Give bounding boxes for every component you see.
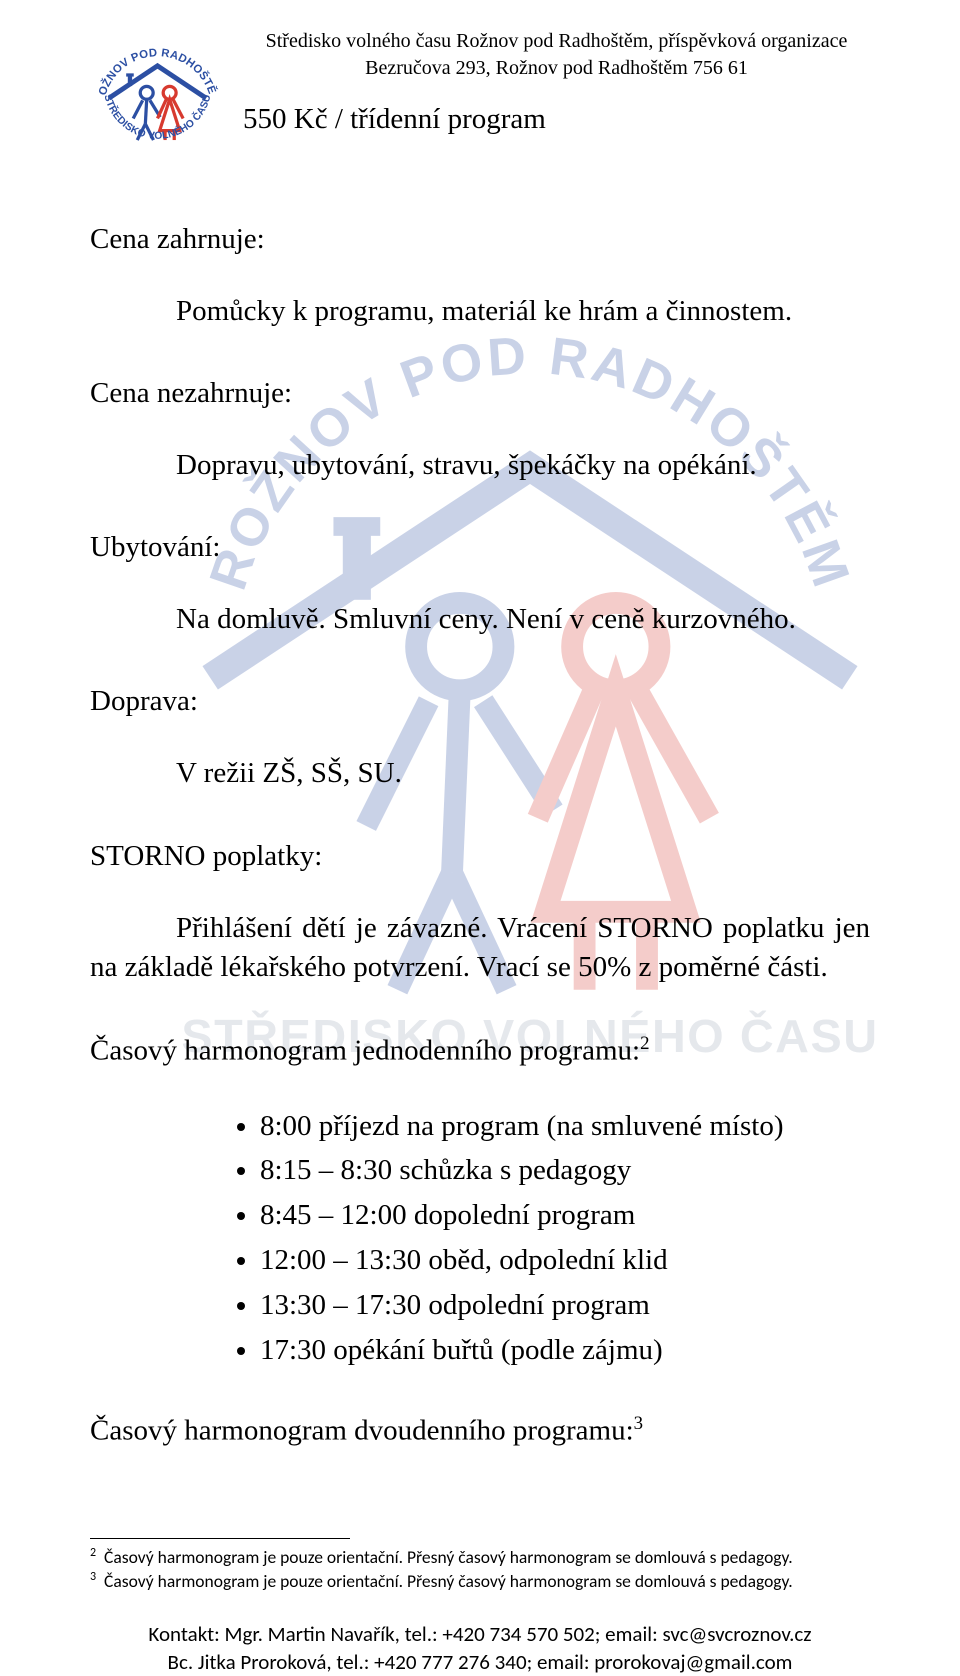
fn3-text: Časový harmonogram je pouze orientační. … bbox=[100, 1570, 793, 1592]
zahrnuje-label: Cena zahrnuje: bbox=[90, 223, 870, 256]
contact-line1: Kontakt: Mgr. Martin Navařík, tel.: +420… bbox=[90, 1620, 870, 1648]
fn2-num: 2 bbox=[90, 1546, 96, 1560]
list-item: 8:00 příjezd na program (na smluvené mís… bbox=[260, 1104, 870, 1149]
header-text: Středisko volného času Rožnov pod Radhoš… bbox=[243, 28, 870, 139]
contact-line2: Bc. Jitka Proroková, tel.: +420 777 276 … bbox=[90, 1648, 870, 1676]
contact-block: Kontakt: Mgr. Martin Navařík, tel.: +420… bbox=[90, 1620, 870, 1676]
schedule2-heading-text: Časový harmonogram dvoudenního programu: bbox=[90, 1415, 634, 1447]
storno-label: STORNO poplatky: bbox=[90, 840, 870, 873]
svg-text:ROŽNOV POD RADHOŠTĚM: ROŽNOV POD RADHOŠTĚM bbox=[90, 28, 219, 97]
list-item: 17:30 opékání buřtů (podle zájmu) bbox=[260, 1328, 870, 1373]
price-line: 550 Kč / třídenní program bbox=[243, 100, 870, 139]
doprava-text: V režii ZŠ, SŠ, SU. bbox=[90, 754, 870, 793]
schedule1-heading-text: Časový harmonogram jednodenního programu… bbox=[90, 1035, 640, 1067]
schedule2-heading: Časový harmonogram dvoudenního programu:… bbox=[90, 1413, 870, 1448]
schedule1-heading: Časový harmonogram jednodenního programu… bbox=[90, 1033, 870, 1068]
fn3-num: 3 bbox=[90, 1570, 96, 1584]
storno-text-content: Přihlášení dětí je závazné. Vrácení STOR… bbox=[90, 912, 870, 983]
fn2-text: Časový harmonogram je pouze orientační. … bbox=[100, 1546, 793, 1568]
document-header: ROŽNOV POD RADHOŠTĚM STŘEDISKO VOLNÉHO Č… bbox=[90, 28, 870, 163]
list-item: 8:45 – 12:00 dopolední program bbox=[260, 1193, 870, 1238]
footnote-3: 3 Časový harmonogram je pouze orientační… bbox=[90, 1569, 870, 1593]
schedule1-list: 8:00 příjezd na program (na smluvené mís… bbox=[90, 1104, 870, 1374]
header-line2: Bezručova 293, Rožnov pod Radhoštěm 756 … bbox=[243, 55, 870, 82]
nezahrnuje-label: Cena nezahrnuje: bbox=[90, 377, 870, 410]
list-item: 8:15 – 8:30 schůzka s pedagogy bbox=[260, 1148, 870, 1193]
schedule2-sup: 3 bbox=[634, 1413, 643, 1434]
nezahrnuje-text: Dopravu, ubytování, stravu, špekáčky na … bbox=[90, 446, 870, 485]
footnotes: 2 Časový harmonogram je pouze orientační… bbox=[90, 1545, 870, 1594]
footnote-separator bbox=[90, 1538, 350, 1539]
storno-text: Přihlášení dětí je závazné. Vrácení STOR… bbox=[90, 909, 870, 987]
list-item: 13:30 – 17:30 odpolední program bbox=[260, 1283, 870, 1328]
ubytovani-text: Na domluvě. Smluvní ceny. Není v ceně ku… bbox=[90, 600, 870, 639]
doprava-label: Doprava: bbox=[90, 685, 870, 718]
page-content: ROŽNOV POD RADHOŠTĚM STŘEDISKO VOLNÉHO Č… bbox=[0, 0, 960, 1676]
footnote-2: 2 Časový harmonogram je pouze orientační… bbox=[90, 1545, 870, 1569]
org-logo: ROŽNOV POD RADHOŠTĚM STŘEDISKO VOLNÉHO Č… bbox=[90, 28, 225, 163]
zahrnuje-text: Pomůcky k programu, materiál ke hrám a č… bbox=[90, 292, 870, 331]
ubytovani-label: Ubytování: bbox=[90, 531, 870, 564]
header-line1: Středisko volného času Rožnov pod Radhoš… bbox=[243, 28, 870, 55]
schedule1-sup: 2 bbox=[640, 1033, 649, 1054]
list-item: 12:00 – 13:30 oběd, odpolední klid bbox=[260, 1238, 870, 1283]
